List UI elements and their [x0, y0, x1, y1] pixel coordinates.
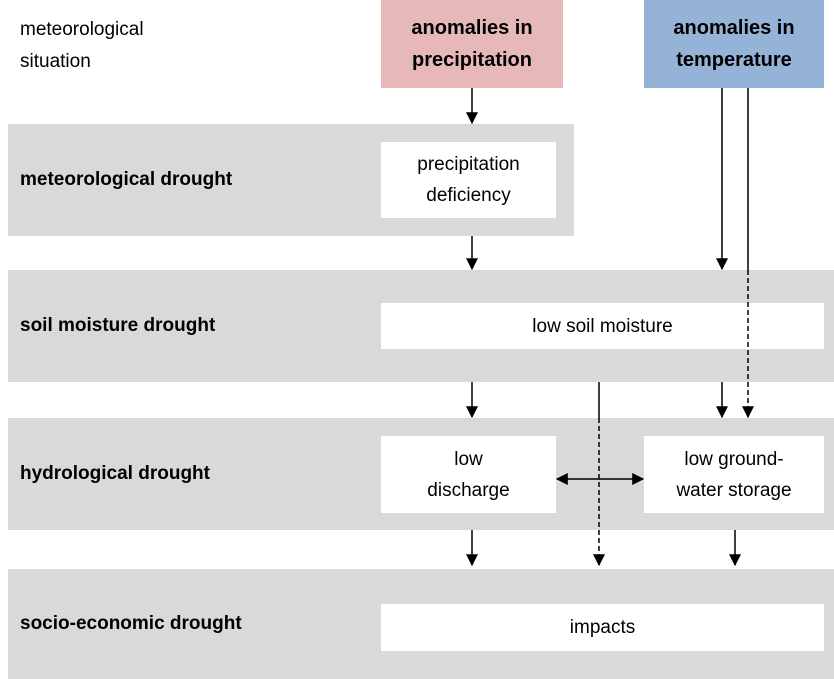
- input-line: temperature: [676, 49, 792, 71]
- input-line: anomalies in: [673, 17, 795, 39]
- box-line: low ground-: [684, 448, 784, 470]
- precipitation-input: anomalies in precipitation: [381, 0, 563, 88]
- box-line: water storage: [676, 479, 792, 501]
- level-label: soil moisture drought: [20, 315, 216, 336]
- input-line: anomalies in: [411, 17, 533, 39]
- process-box: impacts: [381, 604, 824, 651]
- box-line: low: [454, 448, 483, 470]
- box-line: precipitation: [417, 154, 520, 175]
- process-box: low discharge: [381, 436, 556, 513]
- box-line: impacts: [569, 617, 636, 638]
- box-line: deficiency: [426, 185, 511, 206]
- level-label: hydrological drought: [20, 463, 210, 484]
- box-line: low soil moisture: [532, 315, 673, 337]
- process-box: precipitation deficiency: [381, 142, 556, 218]
- situation-label: meteorological situation: [20, 14, 144, 78]
- level-label: socio-economic drought: [20, 613, 242, 634]
- process-box: low soil moisture: [381, 303, 824, 349]
- input-line: precipitation: [411, 49, 532, 71]
- situation-label-line: situation: [20, 51, 91, 72]
- level-label: meteorological drought: [20, 169, 233, 190]
- process-box: low ground- water storage: [644, 436, 824, 513]
- temperature-input: anomalies in temperature: [644, 0, 824, 88]
- situation-label-line: meteorological: [20, 19, 144, 40]
- box-line: discharge: [427, 479, 510, 501]
